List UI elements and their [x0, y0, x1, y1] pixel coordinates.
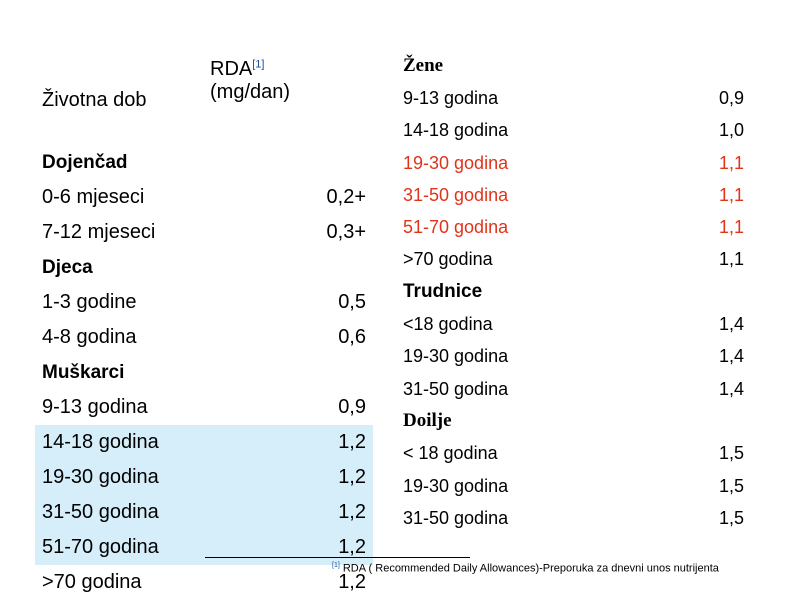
section-row: Dojenčad [35, 145, 373, 180]
age-group-label: >70 godina [42, 571, 142, 593]
rda-value: 1,1 [718, 184, 744, 205]
rda-value: 0,5 [338, 291, 366, 313]
rda-value: 1,2 [203, 460, 373, 495]
table-row: 19-30 godina 1,4 [396, 341, 751, 373]
table-row: 0-6 mjeseci 0,2+ [35, 180, 373, 215]
table-row: 14-18 godina 1,2 [35, 425, 373, 460]
rda-value: 0,2+ [326, 186, 366, 208]
rda-value: 1,5 [718, 443, 744, 464]
table-row: 19-30 godina 1,5 [396, 470, 751, 502]
age-group-label: >70 godina [403, 249, 493, 270]
age-group-label: 51-70 godina [35, 530, 203, 565]
rda-value: 1,2 [338, 571, 366, 593]
table-row: 51-70 godina 1,1 [396, 211, 751, 243]
rda-value: 1,1 [718, 152, 744, 173]
section-row: Djeca [35, 250, 373, 285]
table-row: 19-30 godina 1,1 [396, 147, 751, 179]
section-row: Muškarci [35, 355, 373, 390]
footnote-text: RDA ( Recommended Daily Allowances)-Prep… [342, 562, 719, 575]
age-group-label: 19-30 godina [403, 346, 509, 367]
rda-value: 0,6 [338, 326, 366, 348]
table-row: 31-50 godina 1,2 [35, 495, 373, 530]
rda-footnote-ref: [1] [252, 58, 265, 71]
table-row: 1-3 godine 0,5 [35, 285, 373, 320]
rda-value: 1,1 [718, 217, 744, 238]
rda-value: 1,5 [718, 475, 744, 496]
table-row: >70 godina 1,2 [35, 565, 373, 600]
age-group-label: 31-50 godina [35, 495, 203, 530]
left-table-header: Životna dob RDA[1] (mg/dan) [35, 17, 373, 145]
table-row: 14-18 godina 1,0 [396, 115, 751, 147]
table-row: <18 godina 1,4 [396, 308, 751, 340]
table-row: 9-13 godina 0,9 [35, 390, 373, 425]
table-row: 19-30 godina 1,2 [35, 460, 373, 495]
rda-value: 0,9 [718, 87, 744, 108]
footnote: [1] RDA ( Recommended Daily Allowances)-… [332, 562, 719, 575]
table-row: < 18 godina 1,5 [396, 438, 751, 470]
age-group-label: 19-30 godina [403, 152, 509, 173]
age-group-label: <18 godina [403, 314, 493, 335]
rda-label: RDA [210, 58, 253, 80]
section-heading: Doilje [403, 410, 452, 432]
rda-value: 1,0 [718, 120, 744, 141]
section-heading: Trudnice [403, 281, 483, 303]
table-row: 4-8 godina 0,6 [35, 320, 373, 355]
rda-value: 1,5 [718, 507, 744, 528]
rda-column-header: RDA[1] (mg/dan) [203, 17, 373, 145]
table-row: 31-50 godina 1,5 [396, 502, 751, 534]
footnote-divider [205, 557, 470, 558]
age-group-label: 14-18 godina [35, 425, 203, 460]
age-group-label: 1-3 godine [42, 291, 137, 313]
rda-value: 0,9 [338, 396, 366, 418]
table-row: 31-50 godina 1,1 [396, 179, 751, 211]
rda-value: 1,4 [718, 314, 744, 335]
table-row: 51-70 godina 1,2 [35, 530, 373, 565]
age-group-label: 31-50 godina [403, 507, 509, 528]
table-row: 31-50 godina 1,4 [396, 373, 751, 405]
section-row: Trudnice [396, 276, 751, 308]
footnote-ref: [1] [332, 562, 340, 569]
age-group-label: 31-50 godina [403, 184, 509, 205]
table-row: >70 godina 1,1 [396, 244, 751, 276]
rda-value: 0,3+ [326, 221, 366, 243]
section-heading: Muškarci [42, 361, 125, 383]
rda-value: 1,4 [718, 378, 744, 399]
age-column-header: Životna dob [42, 88, 147, 111]
age-group-label: 7-12 mjeseci [42, 221, 156, 243]
section-heading: Djeca [42, 256, 93, 278]
age-group-label: 4-8 godina [42, 326, 137, 348]
age-group-label: 31-50 godina [403, 378, 509, 399]
age-group-label: 51-70 godina [403, 217, 509, 238]
age-group-label: 9-13 godina [403, 87, 499, 108]
section-row: Doilje [396, 405, 751, 437]
rda-unit: (mg/dan) [210, 81, 291, 103]
age-group-label: 9-13 godina [42, 396, 148, 418]
age-group-label: 0-6 mjeseci [42, 186, 145, 208]
rda-value: 1,4 [718, 346, 744, 367]
age-group-label: 19-30 godina [403, 475, 509, 496]
rda-value: 1,1 [718, 249, 744, 270]
age-group-label: 14-18 godina [403, 120, 509, 141]
rda-value: 1,2 [203, 530, 373, 565]
section-heading: Dojenčad [42, 151, 128, 173]
right-rda-table: Žene 9-13 godina 0,9 14-18 godina 1,0 19-30 g… [396, 50, 751, 534]
left-rda-table: Životna dob RDA[1] (mg/dan) Dojenčad 0-6 … [35, 17, 373, 600]
age-group-label: < 18 godina [403, 443, 498, 464]
age-group-label: 19-30 godina [35, 460, 203, 495]
rda-value: 1,2 [203, 425, 373, 460]
table-row: 7-12 mjeseci 0,3+ [35, 215, 373, 250]
rda-value: 1,2 [203, 495, 373, 530]
section-heading: Žene [403, 55, 444, 77]
section-row: Žene [396, 50, 751, 82]
table-row: 9-13 godina 0,9 [396, 82, 751, 114]
